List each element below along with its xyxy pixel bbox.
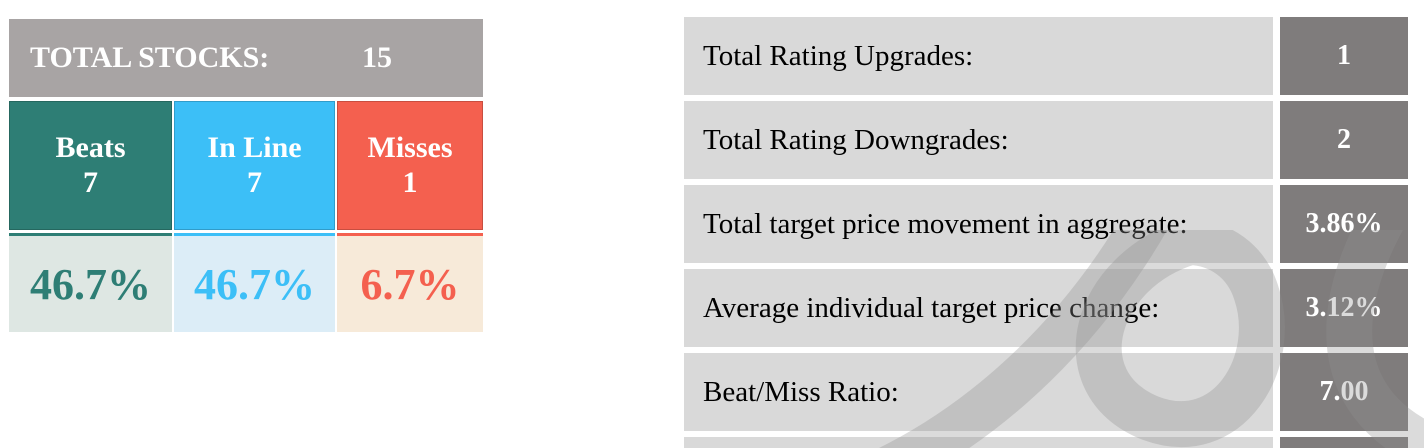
row-value-average-change: 3.12% xyxy=(1280,269,1408,347)
total-stocks-value: 15 xyxy=(362,41,392,74)
total-stocks-header: TOTAL STOCKS: 15 xyxy=(9,19,483,97)
beats-count: 7 xyxy=(83,165,98,199)
table-row: Total Rating Downgrades: 2 xyxy=(684,101,1408,179)
row-value-partial xyxy=(1280,437,1408,448)
category-box-inline: In Line 7 xyxy=(174,101,335,230)
total-stocks-label: TOTAL STOCKS: xyxy=(30,41,270,74)
row-value-aggregate-movement: 3.86% xyxy=(1280,185,1408,263)
misses-percentage: 6.7% xyxy=(337,233,483,332)
table-row: Beat/Miss Ratio: 7.00 xyxy=(684,353,1408,431)
row-label-average-change: Average individual target price change: xyxy=(684,269,1273,347)
beats-percentage: 46.7% xyxy=(9,233,172,332)
table-row: Average individual target price change: … xyxy=(684,269,1408,347)
misses-label: Misses xyxy=(367,131,453,164)
ratings-stats-table: Total Rating Upgrades: 1 Total Rating Do… xyxy=(684,17,1408,448)
earnings-summary-block: TOTAL STOCKS: 15 Beats 7 In Line 7 Misse… xyxy=(9,19,483,332)
misses-count: 1 xyxy=(402,165,418,199)
inline-percentage: 46.7% xyxy=(174,233,335,332)
inline-label: In Line xyxy=(207,131,302,164)
table-row: Total target price movement in aggregate… xyxy=(684,185,1408,263)
table-row: Total Rating Upgrades: 1 xyxy=(684,17,1408,95)
inline-count: 7 xyxy=(247,165,262,199)
category-boxes: Beats 7 In Line 7 Misses 1 xyxy=(9,101,483,230)
row-label-upgrades: Total Rating Upgrades: xyxy=(684,17,1273,95)
category-box-beats: Beats 7 xyxy=(9,101,172,230)
row-value-upgrades: 1 xyxy=(1280,17,1408,95)
row-value-downgrades: 2 xyxy=(1280,101,1408,179)
row-value-beat-miss-ratio: 7.00 xyxy=(1280,353,1408,431)
row-label-beat-miss-ratio: Beat/Miss Ratio: xyxy=(684,353,1273,431)
row-label-partial xyxy=(684,437,1273,448)
table-row-partial xyxy=(684,437,1408,448)
category-box-misses: Misses 1 xyxy=(337,101,483,230)
beats-label: Beats xyxy=(55,131,126,164)
row-label-aggregate-movement: Total target price movement in aggregate… xyxy=(684,185,1273,263)
category-percentages: 46.7% 46.7% 6.7% xyxy=(9,233,483,332)
row-label-downgrades: Total Rating Downgrades: xyxy=(684,101,1273,179)
